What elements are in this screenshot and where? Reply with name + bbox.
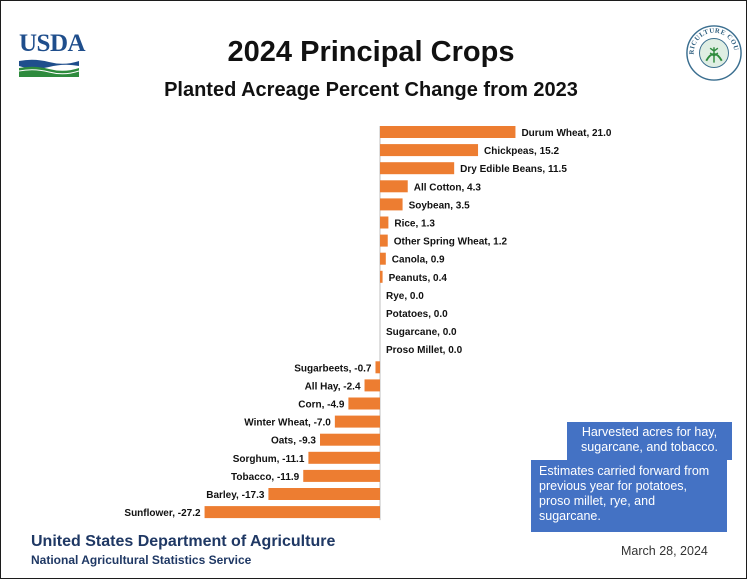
release-date: March 28, 2024 <box>621 544 708 558</box>
note-harvested: Harvested acres for hay, sugarcane, and … <box>567 422 732 460</box>
bar-all-cotton <box>380 180 408 193</box>
data-label-rice: Rice, 1.3 <box>394 219 435 230</box>
bar-chickpeas <box>380 144 479 157</box>
data-label-soybean: Soybean, 3.5 <box>409 200 471 211</box>
usda-logo-text: USDA <box>19 30 86 57</box>
bar-soybean <box>380 198 403 211</box>
bar-barley <box>268 488 380 500</box>
data-label-peanuts: Peanuts, 0.4 <box>389 273 448 284</box>
agency-name: United States Department of Agriculture <box>31 533 336 550</box>
bar-other-spring-wheat <box>380 234 388 247</box>
bar-rice <box>380 216 389 229</box>
data-label-proso-millet: Proso Millet, 0.0 <box>386 345 463 356</box>
bar-canola <box>380 252 386 265</box>
data-label-tobacco: Tobacco, -11.9 <box>231 472 300 483</box>
data-label-rye: Rye, 0.0 <box>386 291 424 302</box>
data-label-sunflower: Sunflower, -27.2 <box>124 508 201 519</box>
data-label-all-hay: All Hay, -2.4 <box>305 381 361 392</box>
bar-sunflower <box>204 506 380 519</box>
bar-sugarbeets <box>375 361 380 374</box>
data-label-canola: Canola, 0.9 <box>392 255 445 266</box>
data-label-sorghum: Sorghum, -11.1 <box>233 454 305 465</box>
agriculture-counts-seal-icon: AGRICULTURE COUNTS <box>685 24 742 81</box>
chart-title: 2024 Principal Crops <box>227 36 515 68</box>
data-label-winter-wheat: Winter Wheat, -7.0 <box>244 418 331 429</box>
data-label-sugarbeets: Sugarbeets, -0.7 <box>294 363 372 374</box>
usda-logo: USDA <box>18 30 87 81</box>
bar-all-hay <box>364 379 380 392</box>
agency-service: National Agricultural Statistics Service <box>31 553 252 567</box>
data-label-dry-edible-beans: Dry Edible Beans, 11.5 <box>460 164 567 175</box>
data-label-chickpeas: Chickpeas, 15.2 <box>484 146 559 157</box>
data-label-corn: Corn, -4.9 <box>298 400 345 411</box>
note-estimates: Estimates carried forward from previous … <box>531 460 727 532</box>
bar-winter-wheat <box>334 415 380 428</box>
usda-logo-fields-icon <box>18 59 80 77</box>
bar-durum-wheat <box>380 126 516 138</box>
data-label-oats: Oats, -9.3 <box>271 436 316 447</box>
bar-corn <box>348 397 380 410</box>
bar-oats <box>320 433 380 446</box>
data-label-sugarcane: Sugarcane, 0.0 <box>386 327 457 338</box>
data-label-potatoes: Potatoes, 0.0 <box>386 309 448 320</box>
agency-block: United States Department of Agriculture … <box>31 532 335 568</box>
data-label-durum-wheat: Durum Wheat, 21.0 <box>521 128 611 139</box>
bar-dry-edible-beans <box>380 162 455 175</box>
data-label-other-spring-wheat: Other Spring Wheat, 1.2 <box>394 237 508 248</box>
bar-sorghum <box>308 451 380 464</box>
bar-peanuts <box>380 270 383 283</box>
bar-tobacco <box>303 469 380 482</box>
data-label-all-cotton: All Cotton, 4.3 <box>414 182 482 193</box>
chart-subtitle: Planted Acreage Percent Change from 2023 <box>164 79 578 101</box>
data-label-barley: Barley, -17.3 <box>206 490 265 501</box>
